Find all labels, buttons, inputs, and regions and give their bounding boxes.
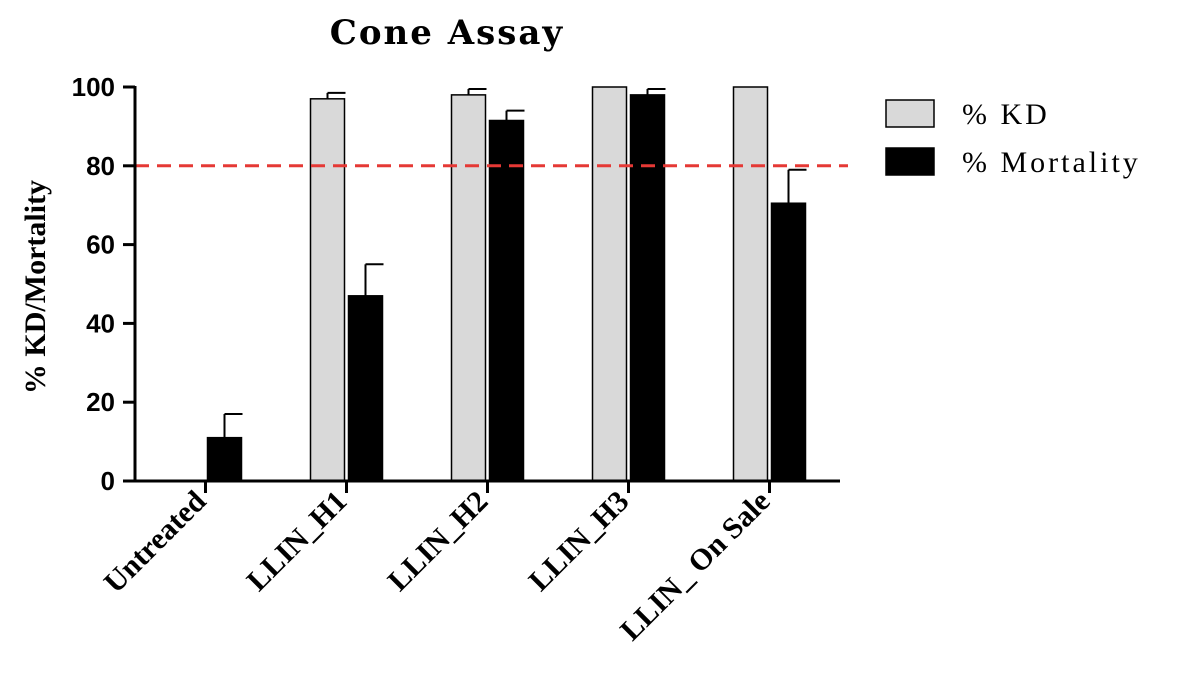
bar-mortality-1 <box>347 295 384 482</box>
x-tick-label: LLIN_ On Sale <box>614 485 776 647</box>
x-tick-label: LLIN_H1 <box>241 485 354 598</box>
bar-kd-4 <box>732 86 769 482</box>
y-tick-label: 0 <box>101 466 115 496</box>
bar-mortality-2 <box>488 119 525 482</box>
x-tick-label: LLIN_H3 <box>523 485 636 598</box>
legend: % KD % Mortality <box>885 98 1141 179</box>
legend-swatch-mortality <box>885 147 935 176</box>
chart-title: Cone Assay <box>330 13 564 53</box>
bar-mortality-3 <box>629 94 666 482</box>
y-tick-label: 20 <box>86 387 115 417</box>
bar-kd-2 <box>450 94 487 482</box>
bar-kd-3 <box>591 86 628 482</box>
y-tick-label: 100 <box>72 72 115 102</box>
y-tick-label: 40 <box>86 308 115 338</box>
bar-mortality-4 <box>770 202 807 482</box>
bar-mortality-0 <box>206 436 243 482</box>
x-tick-label: Untreated <box>98 484 213 599</box>
bar-kd-1 <box>309 98 346 482</box>
legend-label-mortality: % Mortality <box>962 146 1141 179</box>
legend-swatch-kd <box>885 99 935 128</box>
y-axis-label: % KD/Mortality <box>19 180 52 394</box>
x-tick-label: LLIN_H2 <box>382 485 495 598</box>
legend-label-kd: % KD <box>962 98 1050 131</box>
y-tick-label: 60 <box>86 230 115 260</box>
y-tick-label: 80 <box>86 151 115 181</box>
